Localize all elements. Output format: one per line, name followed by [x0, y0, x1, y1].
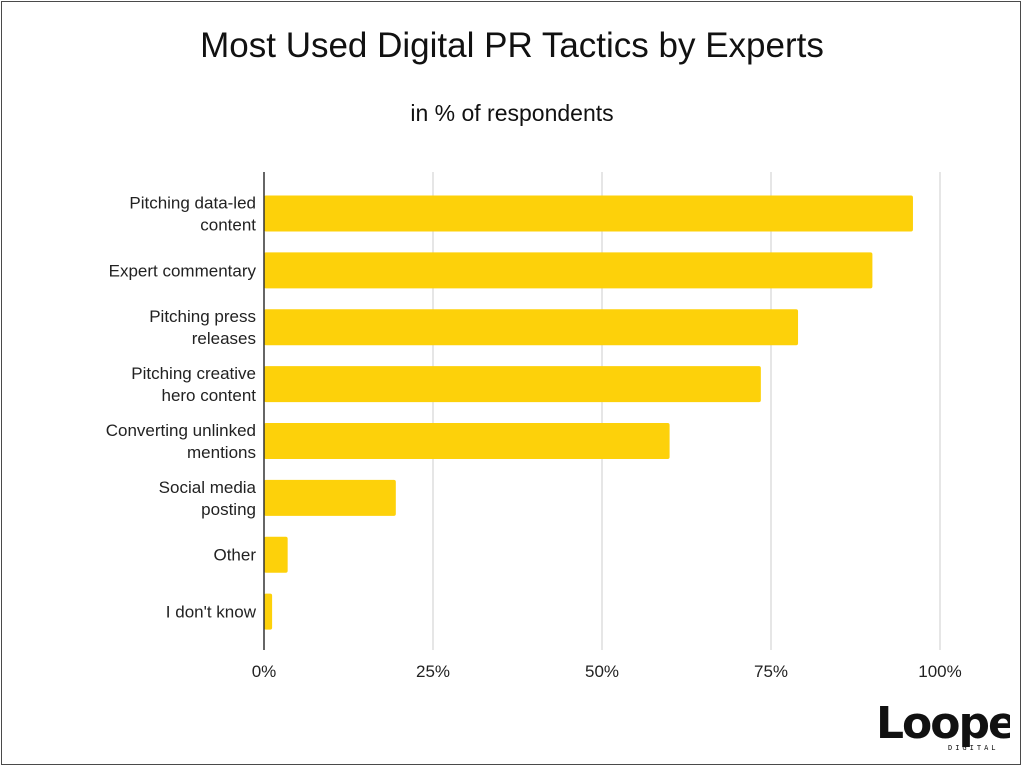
chart-subtitle: in % of respondents: [410, 100, 614, 126]
bar: [264, 536, 288, 573]
logo-subtext: DIGITAL: [948, 744, 999, 752]
loopex-logo: Loopex DIGITAL: [876, 698, 1010, 752]
x-tick-label: 50%: [585, 662, 619, 681]
y-category-label: I don't know: [166, 603, 257, 622]
y-category-label: Pitching creative hero content: [131, 364, 256, 405]
chart-title: Most Used Digital PR Tactics by Experts: [200, 26, 824, 65]
y-category-label: Expert commentary: [109, 261, 257, 280]
x-tick-label: 100%: [918, 662, 961, 681]
y-category-label: Pitching data-led content: [129, 193, 256, 234]
y-category-label: Pitching press releases: [149, 307, 256, 348]
logo-wordmark: Loopex: [876, 698, 1010, 749]
bar: [264, 309, 799, 346]
y-category-label: Social media posting: [159, 478, 257, 519]
x-tick-label: 75%: [754, 662, 788, 681]
x-tick-label: 0%: [252, 662, 277, 681]
bar: [264, 252, 873, 289]
bar: [264, 366, 761, 403]
y-category-label: Converting unlinked mentions: [106, 421, 256, 462]
bar: [264, 593, 273, 630]
bar: [264, 479, 396, 516]
y-category-label: Other: [213, 546, 256, 565]
x-tick-label: 25%: [416, 662, 450, 681]
bar: [264, 195, 913, 232]
bar: [264, 422, 670, 459]
